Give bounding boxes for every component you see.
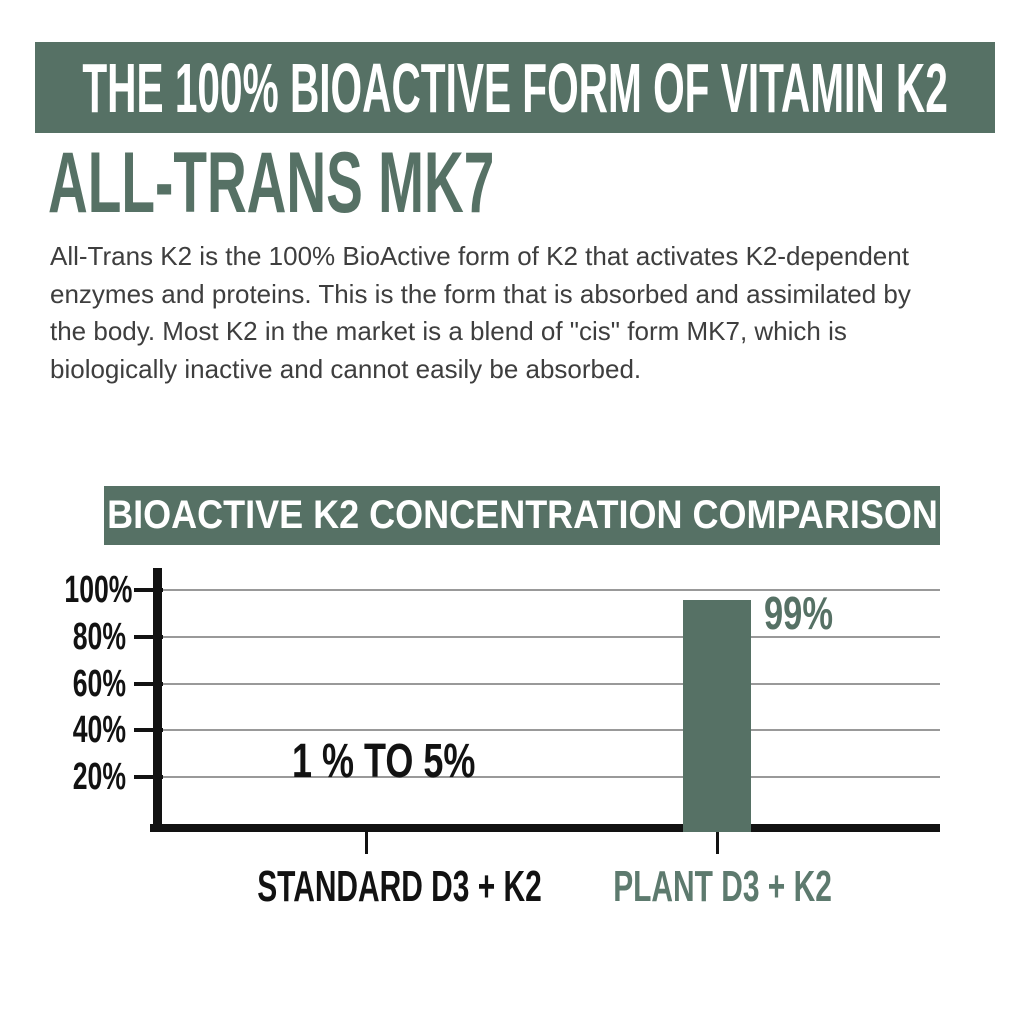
bar-value-plant: 99% (764, 587, 834, 639)
header-banner-title: THE 100% BIOACTIVE FORM OF VITAMIN K2 (82, 48, 948, 127)
x-axis-line (150, 824, 940, 832)
bar-value-standard: 1 % TO 5% (292, 735, 476, 788)
gridline-100 (162, 589, 940, 591)
bar-plant-d3-k2 (683, 600, 751, 832)
y-axis-label-100: 100% (64, 569, 133, 611)
intro-paragraph: All-Trans K2 is the 100% BioActive form … (50, 241, 911, 384)
page-title: ALL-TRANS MK7 (48, 135, 495, 231)
x-axis-tick (716, 832, 719, 854)
bar-standard-d3-k2 (335, 825, 403, 832)
chart-title-banner: BIOACTIVE K2 CONCENTRATION COMPARISON (104, 486, 940, 545)
y-axis-tick (134, 682, 163, 686)
y-axis-tick (134, 775, 163, 779)
gridline-40 (162, 729, 940, 731)
header-banner: THE 100% BIOACTIVE FORM OF VITAMIN K2 (35, 42, 995, 133)
x-axis-tick (365, 832, 368, 854)
chart-title: BIOACTIVE K2 CONCENTRATION COMPARISON (106, 493, 938, 537)
gridline-80 (162, 636, 940, 638)
bar-chart: 100% 80% 60% 40% 20% 1 % TO 5% 99% STAND… (0, 560, 1024, 940)
gridline-20 (162, 776, 940, 778)
y-axis-tick (134, 635, 163, 639)
y-axis-tick (134, 728, 163, 732)
y-axis-label-20: 20% (72, 756, 126, 798)
y-axis-label-80: 80% (72, 616, 126, 658)
category-label-plant: PLANT D3 + K2 (613, 862, 832, 911)
y-axis-line (153, 568, 162, 832)
category-label-standard: STANDARD D3 + K2 (257, 862, 542, 911)
y-axis-tick (134, 588, 163, 592)
y-axis-label-40: 40% (72, 709, 126, 751)
y-axis-label-60: 60% (72, 663, 126, 705)
gridline-60 (162, 683, 940, 685)
